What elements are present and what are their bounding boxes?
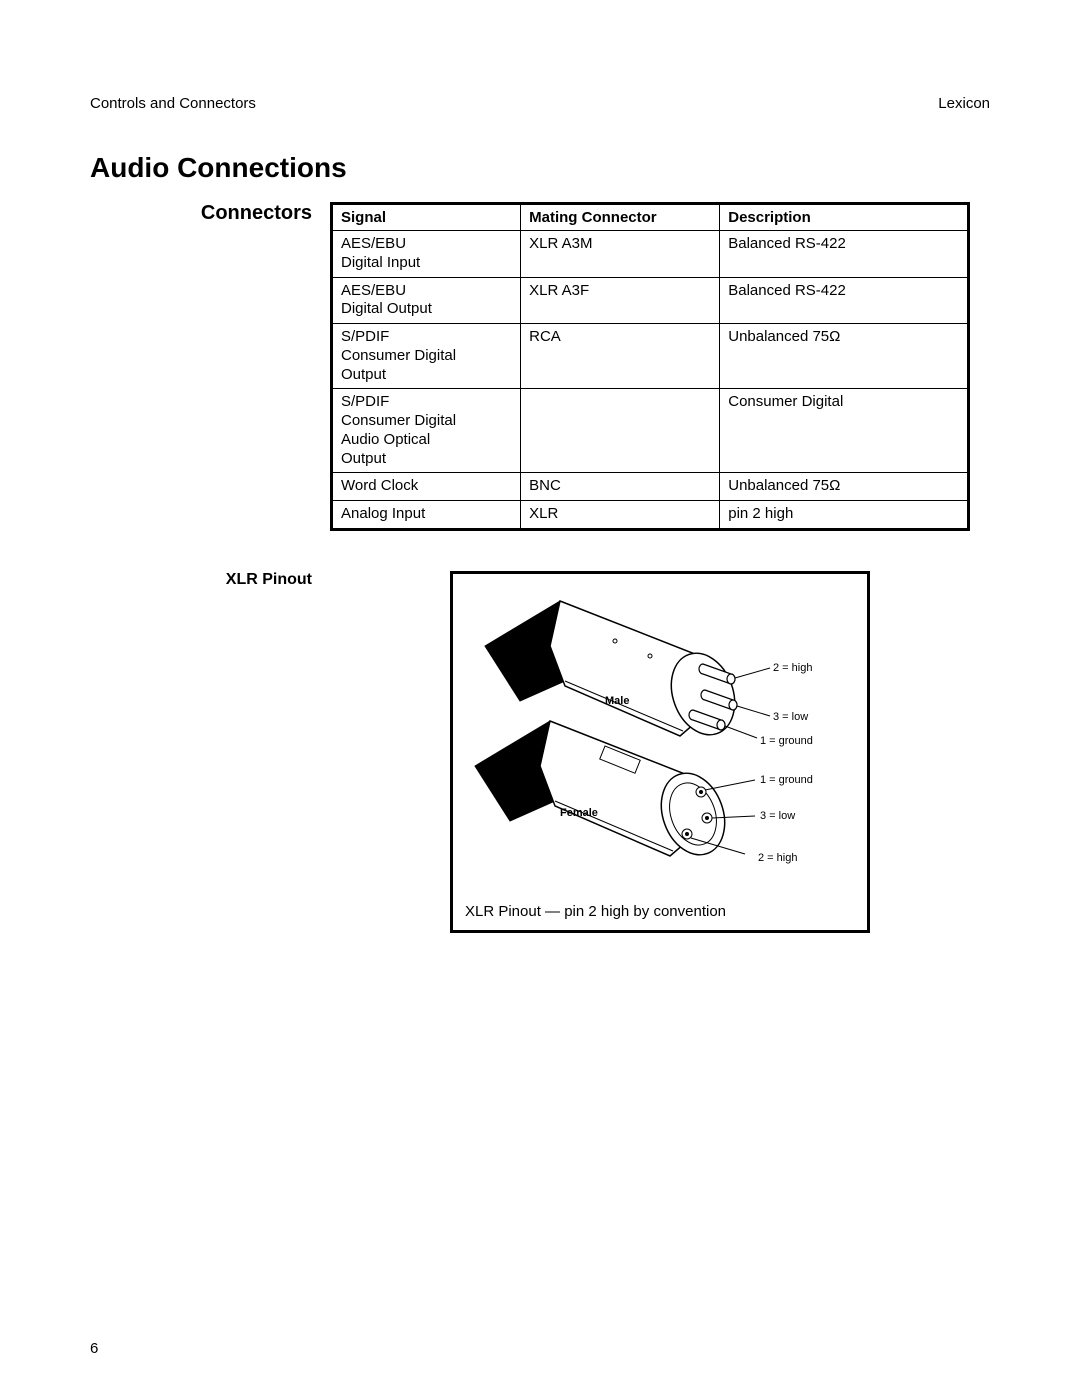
table-row: AES/EBUDigital Output XLR A3F Balanced R… [332, 277, 969, 324]
pinout-caption: XLR Pinout — pin 2 high by convention [465, 903, 855, 920]
cell-signal: S/PDIFConsumer DigitalOutput [332, 324, 521, 389]
table-row: S/PDIFConsumer DigitalAudio OpticalOutpu… [332, 389, 969, 473]
page-number: 6 [90, 1340, 98, 1357]
pinout-section: XLR Pinout [90, 571, 990, 933]
male-pin1-label: 1 = ground [760, 735, 813, 747]
cell-signal: AES/EBUDigital Input [332, 231, 521, 278]
xlr-pinout-diagram-icon: Male 2 = high 3 = low 1 = ground [465, 586, 859, 886]
cell-signal: Analog Input [332, 501, 521, 530]
col-header-desc: Description [720, 204, 969, 231]
male-pin3-label: 3 = low [773, 711, 808, 723]
cell-signal: Word Clock [332, 473, 521, 501]
cell-signal: S/PDIFConsumer DigitalAudio OpticalOutpu… [332, 389, 521, 473]
cell-desc: pin 2 high [720, 501, 969, 530]
cell-mating: BNC [521, 473, 720, 501]
connectors-section: Connectors Signal Mating Connector Descr… [90, 202, 990, 531]
cell-mating: XLR A3M [521, 231, 720, 278]
table-row: Analog Input XLR pin 2 high [332, 501, 969, 530]
cell-mating [521, 389, 720, 473]
cell-desc: Unbalanced 75Ω [720, 473, 969, 501]
connectors-side-heading: Connectors [90, 202, 330, 225]
male-label: Male [605, 695, 629, 707]
cell-desc: Unbalanced 75Ω [720, 324, 969, 389]
header-right: Lexicon [938, 95, 990, 112]
cell-mating: RCA [521, 324, 720, 389]
col-header-signal: Signal [332, 204, 521, 231]
female-pin2-label: 2 = high [758, 852, 797, 864]
connectors-content: Signal Mating Connector Description AES/… [330, 202, 990, 531]
header-left: Controls and Connectors [90, 95, 256, 112]
page: Controls and Connectors Lexicon Audio Co… [0, 0, 1080, 1397]
female-label: Female [560, 807, 598, 819]
connectors-table: Signal Mating Connector Description AES/… [330, 202, 970, 531]
cell-mating: XLR [521, 501, 720, 530]
cell-desc: Consumer Digital [720, 389, 969, 473]
pinout-content: Male 2 = high 3 = low 1 = ground [330, 571, 990, 933]
pinout-diagram-wrap: Male 2 = high 3 = low 1 = ground [450, 571, 990, 933]
pinout-frame: Male 2 = high 3 = low 1 = ground [450, 571, 870, 933]
male-connector-icon [485, 601, 770, 744]
table-row: AES/EBUDigital Input XLR A3M Balanced RS… [332, 231, 969, 278]
main-heading: Audio Connections [90, 152, 990, 184]
cell-desc: Balanced RS-422 [720, 231, 969, 278]
female-connector-icon [475, 721, 755, 864]
pinout-side-heading: XLR Pinout [90, 571, 330, 589]
table-row: Word Clock BNC Unbalanced 75Ω [332, 473, 969, 501]
cell-signal: AES/EBUDigital Output [332, 277, 521, 324]
female-pin1-label: 1 = ground [760, 774, 813, 786]
table-header-row: Signal Mating Connector Description [332, 204, 969, 231]
cell-mating: XLR A3F [521, 277, 720, 324]
female-pin3-label: 3 = low [760, 810, 795, 822]
col-header-mating: Mating Connector [521, 204, 720, 231]
cell-desc: Balanced RS-422 [720, 277, 969, 324]
page-header: Controls and Connectors Lexicon [90, 95, 990, 112]
table-row: S/PDIFConsumer DigitalOutput RCA Unbalan… [332, 324, 969, 389]
male-pin2-label: 2 = high [773, 662, 812, 674]
